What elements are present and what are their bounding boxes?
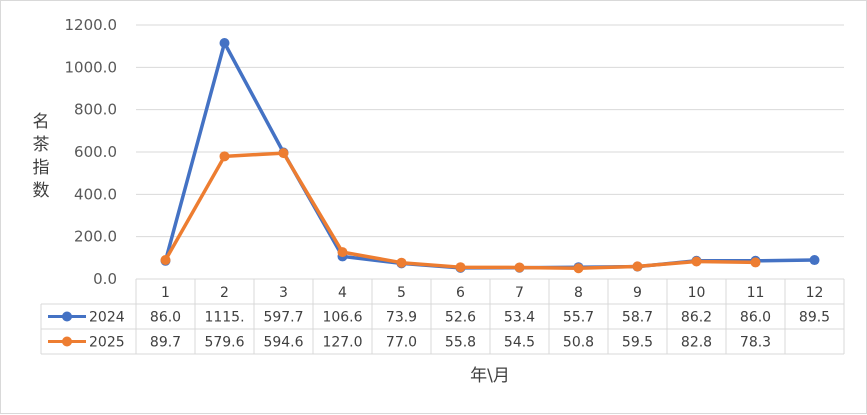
y-tick-label: 1200.0 bbox=[65, 16, 118, 34]
legend-key-marker bbox=[62, 336, 72, 347]
table-value: 54.5 bbox=[504, 335, 535, 351]
data-point-2025 bbox=[691, 256, 702, 267]
data-point-2025 bbox=[455, 262, 466, 273]
table-value: 52.6 bbox=[445, 310, 476, 326]
y-tick-label: 800.0 bbox=[74, 101, 117, 119]
table-value: 106.6 bbox=[322, 310, 362, 326]
y-tick-label: 0.0 bbox=[93, 270, 117, 288]
table-value: 50.8 bbox=[563, 335, 594, 351]
y-axis-title: 名茶指数 bbox=[33, 112, 50, 201]
y-tick-label: 1000.0 bbox=[65, 58, 118, 76]
table-value: 55.7 bbox=[563, 310, 594, 326]
x-axis-title: 年\月 bbox=[470, 366, 510, 386]
x-tick-label: 3 bbox=[279, 285, 288, 301]
data-point-2024 bbox=[219, 37, 230, 48]
y-tick-label: 400.0 bbox=[74, 185, 117, 203]
data-point-2025 bbox=[160, 255, 171, 266]
table-value: 59.5 bbox=[622, 335, 653, 351]
table-value: 53.4 bbox=[504, 310, 535, 326]
legend-key-marker bbox=[62, 311, 72, 322]
table-value: 86.2 bbox=[681, 310, 712, 326]
y-tick-label: 200.0 bbox=[74, 228, 117, 246]
table-value: 89.7 bbox=[150, 335, 181, 351]
table-value: 82.8 bbox=[681, 335, 712, 351]
x-tick-label: 12 bbox=[806, 285, 824, 301]
legend-series-name: 2025 bbox=[89, 335, 125, 351]
x-tick-label: 5 bbox=[397, 285, 406, 301]
x-tick-label: 8 bbox=[574, 285, 583, 301]
y-tick-label: 600.0 bbox=[74, 143, 117, 161]
legend-series-name: 2024 bbox=[89, 310, 125, 326]
x-tick-label: 7 bbox=[515, 285, 524, 301]
table-value: 89.5 bbox=[799, 310, 830, 326]
x-tick-label: 6 bbox=[456, 285, 465, 301]
x-tick-label: 2 bbox=[220, 285, 229, 301]
data-point-2025 bbox=[632, 261, 643, 272]
data-point-2025 bbox=[337, 247, 348, 258]
x-tick-label: 1 bbox=[161, 285, 170, 301]
table-value: 58.7 bbox=[622, 310, 653, 326]
table-value: 86.0 bbox=[740, 310, 771, 326]
series-line-2025 bbox=[163, 151, 756, 270]
table-value: 77.0 bbox=[386, 335, 417, 351]
table-value: 86.0 bbox=[150, 310, 181, 326]
x-tick-label: 4 bbox=[338, 285, 347, 301]
x-tick-label: 11 bbox=[747, 285, 765, 301]
x-tick-label: 10 bbox=[688, 285, 706, 301]
data-point-2024 bbox=[809, 255, 820, 266]
table-value: 1115. bbox=[204, 310, 244, 326]
data-point-2025 bbox=[396, 257, 407, 268]
table-value: 73.9 bbox=[386, 310, 417, 326]
table-value: 127.0 bbox=[322, 335, 362, 351]
data-point-2025 bbox=[514, 262, 525, 273]
data-point-2025 bbox=[219, 151, 230, 162]
table-value: 55.8 bbox=[445, 335, 476, 351]
data-point-2025 bbox=[278, 148, 289, 159]
data-point-2025 bbox=[573, 263, 584, 274]
data-point-2025 bbox=[750, 257, 761, 268]
table-value: 597.7 bbox=[263, 310, 303, 326]
table-value: 78.3 bbox=[740, 335, 771, 351]
x-tick-label: 9 bbox=[633, 285, 642, 301]
table-value: 579.6 bbox=[204, 335, 244, 351]
table-value: 594.6 bbox=[263, 335, 303, 351]
